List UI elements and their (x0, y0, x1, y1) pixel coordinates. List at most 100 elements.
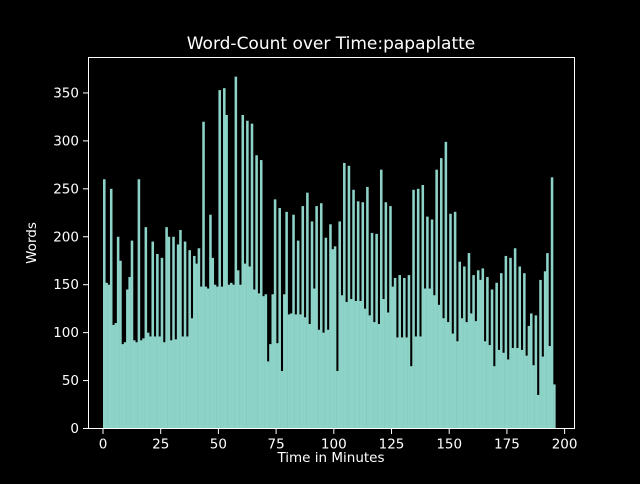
bar (458, 261, 461, 429)
bar (139, 340, 143, 429)
bar (218, 90, 221, 429)
bar (264, 294, 268, 429)
y-tick-label: 350 (53, 85, 79, 101)
bar (257, 293, 261, 429)
bar (160, 257, 164, 429)
bar (513, 248, 517, 429)
bar (144, 227, 148, 429)
bar (234, 76, 238, 429)
y-axis-label: Words (24, 222, 40, 264)
bar (181, 336, 185, 429)
bar (511, 347, 515, 429)
bar (220, 286, 224, 429)
plot-frame (88, 57, 575, 429)
bar (382, 299, 385, 429)
y-axis: 0 50 100 150 200 250 300 350 (53, 85, 88, 437)
bar (172, 236, 175, 429)
bar (262, 296, 265, 429)
bar (407, 275, 411, 429)
bar (546, 253, 549, 429)
bar (190, 318, 194, 429)
bar (280, 370, 284, 429)
y-tick-label: 50 (62, 373, 79, 389)
bar (276, 343, 279, 429)
bar (553, 384, 556, 429)
bar (435, 169, 438, 429)
bar (375, 233, 378, 429)
x-tick-label: 150 (436, 437, 462, 453)
bar (476, 270, 480, 429)
bar (421, 184, 425, 429)
bar (329, 224, 332, 429)
bar (236, 270, 240, 429)
bar (313, 288, 316, 429)
bar (116, 236, 120, 429)
bar (467, 253, 471, 429)
x-tick-label: 75 (268, 437, 285, 453)
bar (396, 337, 399, 429)
bar (158, 336, 161, 429)
bar (299, 314, 302, 429)
bar (259, 160, 263, 429)
bar (135, 342, 138, 429)
bar (197, 248, 201, 429)
bar (363, 308, 367, 429)
chart-title: Word-Count over Time:papaplatte (187, 34, 476, 54)
bar (167, 236, 171, 429)
bar (523, 273, 526, 429)
bar (202, 121, 205, 429)
bar (322, 332, 325, 429)
bar (520, 349, 524, 429)
y-tick-label: 150 (53, 277, 79, 293)
bar (287, 314, 291, 429)
bar (534, 315, 538, 429)
bar (349, 299, 353, 429)
bar (359, 300, 362, 429)
bar (423, 288, 427, 429)
bar (213, 284, 217, 429)
bar (232, 284, 235, 429)
y-tick-label: 0 (70, 421, 79, 437)
bar (126, 289, 129, 429)
bar (163, 342, 166, 429)
bar (338, 221, 341, 429)
bar (488, 345, 492, 429)
bar (453, 211, 457, 429)
bar (449, 213, 452, 429)
bar (193, 255, 196, 429)
bar (506, 359, 510, 429)
bar (165, 227, 168, 429)
bar (206, 288, 210, 429)
bar (412, 189, 415, 429)
bar (176, 244, 180, 429)
bar (495, 282, 498, 429)
bar (400, 337, 404, 429)
bar (437, 304, 441, 429)
x-tick-label: 200 (552, 437, 578, 453)
bar (391, 286, 395, 429)
bar (504, 255, 508, 429)
bar (430, 219, 434, 429)
bar (248, 266, 251, 429)
bar (174, 339, 178, 429)
bar (426, 216, 429, 429)
x-tick-label: 0 (99, 437, 108, 453)
bar (352, 189, 355, 429)
bar (366, 186, 369, 429)
bar (153, 336, 157, 429)
bar (479, 279, 482, 429)
bar (460, 318, 464, 429)
bar (151, 241, 155, 429)
bar (481, 268, 485, 429)
bar (347, 165, 351, 429)
bar (472, 275, 475, 429)
bar (195, 263, 198, 429)
bar (273, 199, 277, 429)
bar (179, 230, 182, 429)
x-tick-label: 175 (494, 437, 520, 453)
bar (451, 333, 455, 429)
bar (414, 336, 418, 429)
bar (229, 282, 233, 429)
bar (486, 277, 489, 429)
